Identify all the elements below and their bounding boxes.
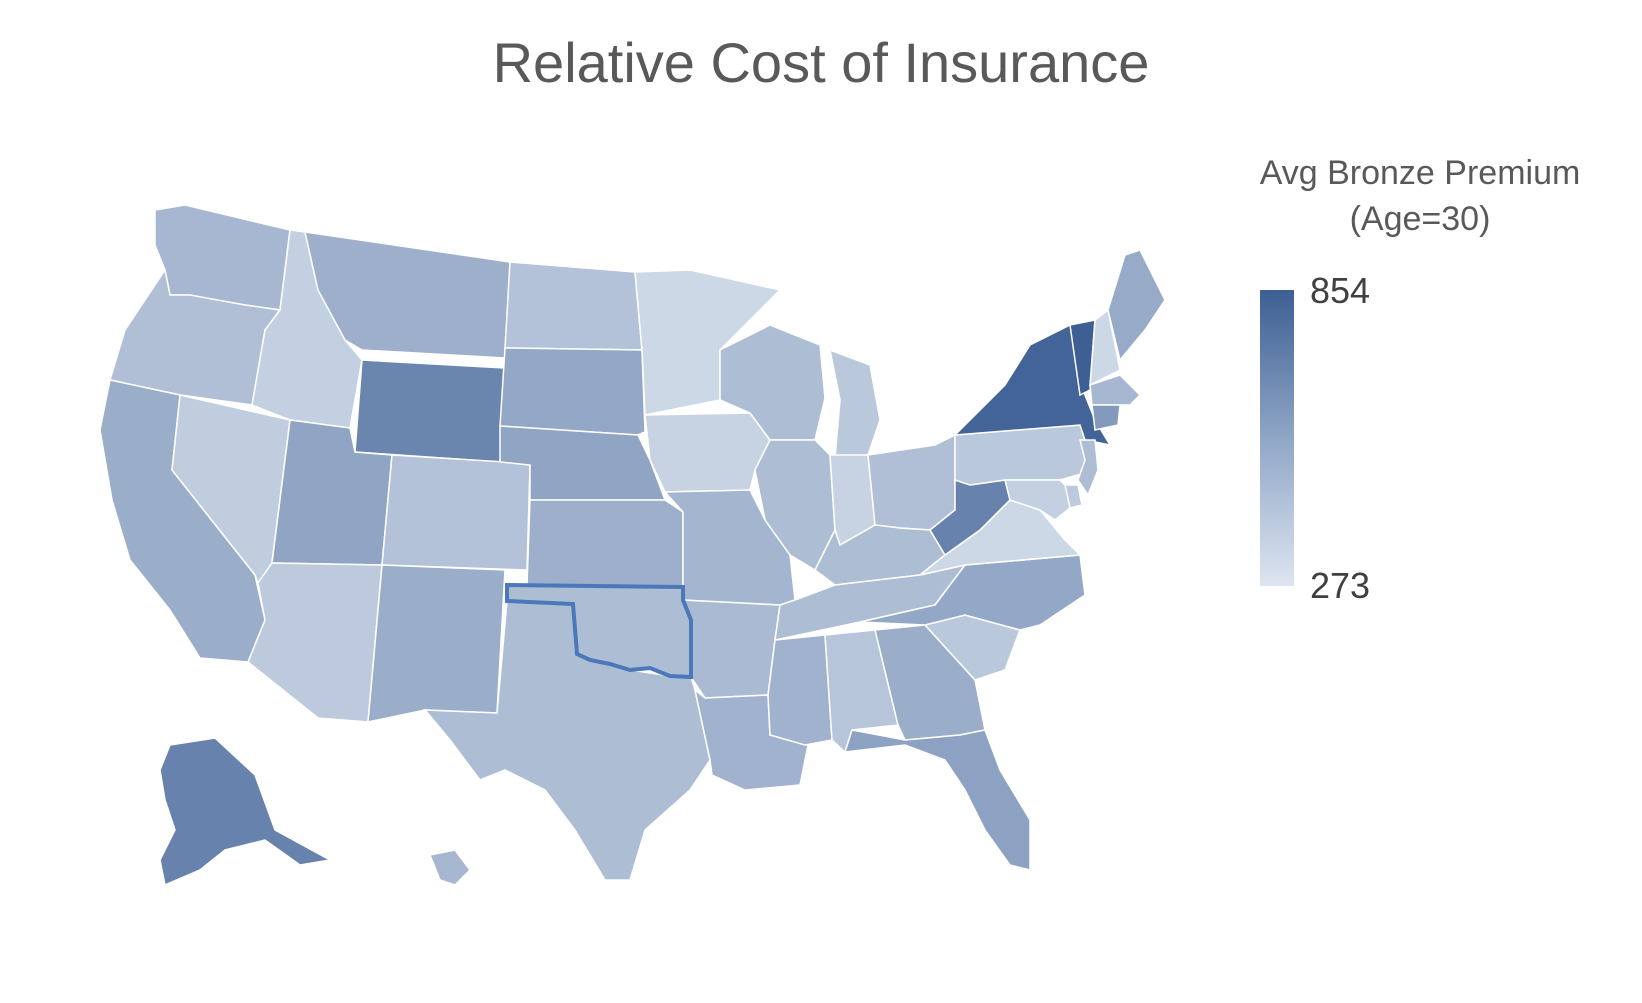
state-wy[interactable]: [354, 359, 506, 463]
state-me[interactable]: [1107, 249, 1166, 362]
state-mi[interactable]: [828, 348, 881, 459]
state-fl[interactable]: [843, 729, 1031, 871]
state-ct[interactable]: [1091, 404, 1121, 431]
state-ia[interactable]: [644, 412, 771, 493]
state-sd[interactable]: [499, 347, 646, 436]
state-nh[interactable]: [1089, 308, 1121, 387]
state-ms[interactable]: [767, 634, 833, 746]
state-nj[interactable]: [1077, 439, 1099, 497]
legend-title-line2: (Age=30): [1349, 200, 1491, 238]
state-az[interactable]: [247, 562, 383, 723]
state-oh[interactable]: [867, 433, 956, 531]
legend-title-line1: Avg Bronze Premium: [1259, 154, 1581, 192]
state-ks[interactable]: [526, 499, 684, 588]
state-ma[interactable]: [1089, 374, 1142, 406]
legend-title: Avg Bronze Premium (Age=30): [1220, 150, 1620, 242]
state-nm[interactable]: [367, 564, 506, 723]
oklahoma-highlight-outline: [505, 582, 693, 680]
legend-color-scale: [1260, 290, 1294, 586]
map-title: Relative Cost of Insurance: [492, 31, 1150, 94]
state-ak[interactable]: [159, 737, 333, 887]
state-ar[interactable]: [681, 599, 781, 699]
state-hi[interactable]: [428, 849, 471, 886]
state-ny[interactable]: [953, 324, 1112, 447]
state-nd[interactable]: [504, 261, 643, 351]
state-co[interactable]: [381, 454, 531, 571]
legend-max-label: 854: [1310, 270, 1371, 311]
states-layer: [99, 204, 1166, 887]
state-md[interactable]: [1004, 479, 1071, 521]
legend-min-label: 273: [1310, 565, 1371, 606]
